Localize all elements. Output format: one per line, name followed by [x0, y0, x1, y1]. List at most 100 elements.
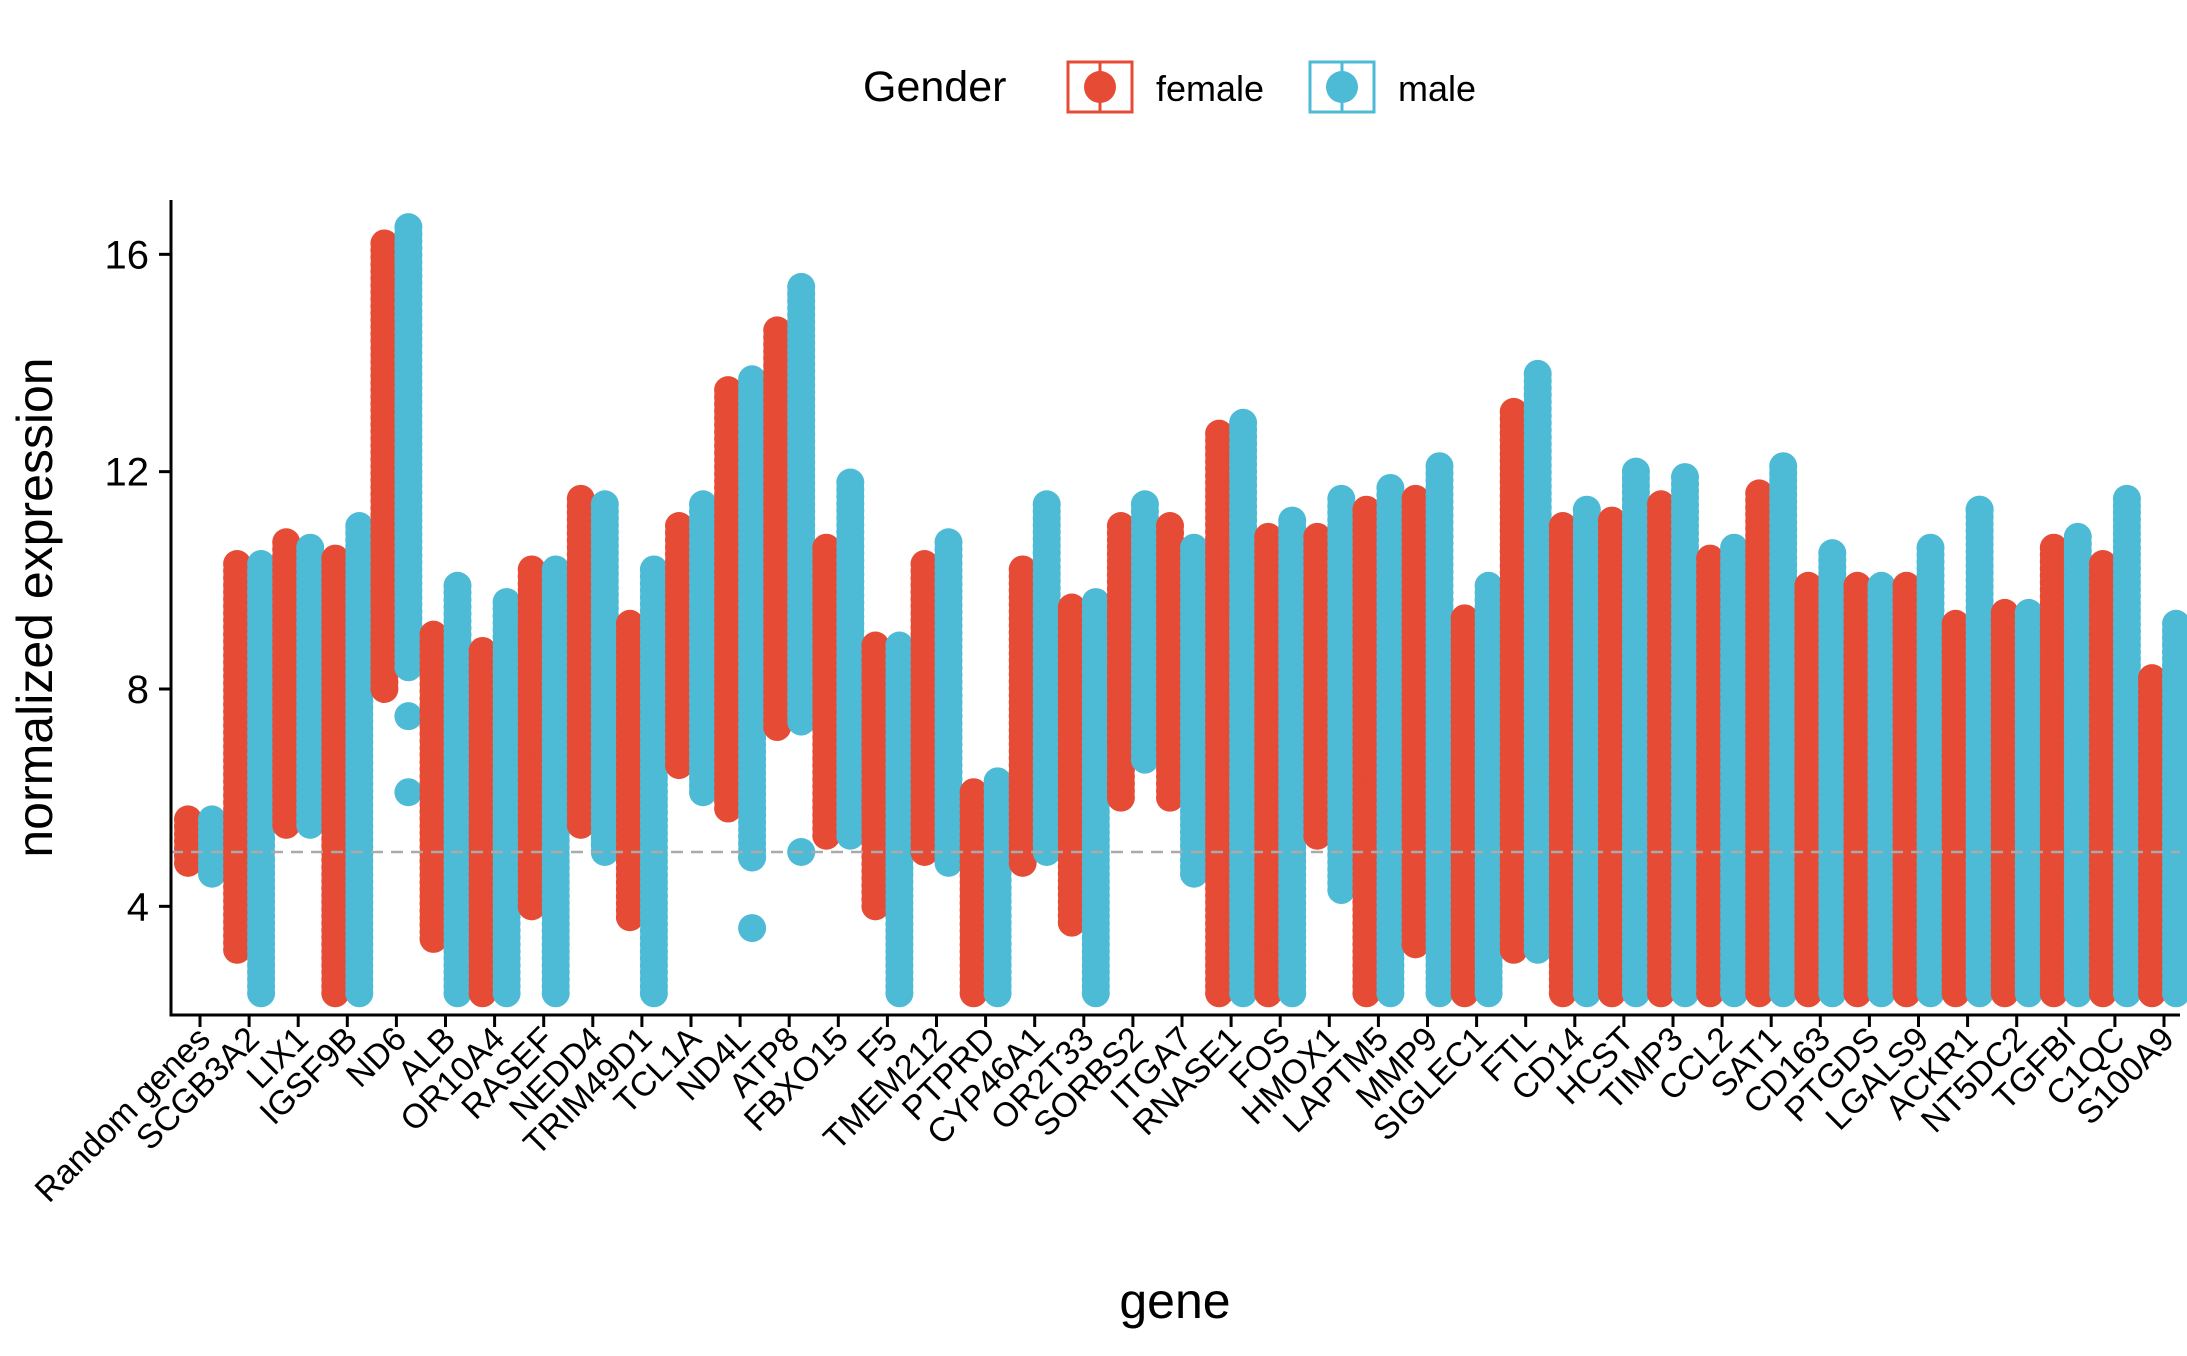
gene-tcl1a-female — [665, 512, 693, 780]
gene-ackr1-male — [1965, 495, 1994, 1008]
legend-key-female — [1066, 60, 1134, 114]
data-point — [910, 838, 939, 866]
data-point — [174, 848, 202, 877]
gene-nd4l-male — [738, 365, 767, 943]
data-point — [1130, 745, 1159, 774]
gene-rnase1-male — [1229, 408, 1258, 1008]
y-tick-label: 16 — [105, 233, 150, 277]
data-point — [714, 794, 743, 823]
gene-itga7-male — [1180, 533, 1208, 888]
data-point — [934, 848, 963, 877]
data-point — [419, 924, 448, 953]
gene-ccl2-female — [1696, 544, 1725, 1008]
data-point — [1818, 979, 1847, 1008]
gene-random-genes-female — [174, 805, 202, 877]
gene-random-genes-male — [198, 805, 226, 888]
data-marks — [174, 213, 2187, 1008]
gene-cyp46a1-female — [1008, 555, 1037, 877]
data-point — [2112, 979, 2141, 1008]
data-point — [247, 979, 276, 1008]
data-point — [1965, 979, 1994, 1008]
legend-key-female-dot — [1084, 71, 1116, 103]
axes — [169, 200, 2180, 1017]
gene-hcst-female — [1597, 506, 1626, 1008]
data-point — [1450, 979, 1479, 1008]
outlier-point — [738, 914, 767, 943]
gene-cyp46a1-male — [1032, 490, 1061, 866]
gene-cd14-female — [1548, 512, 1577, 1008]
gene-ftl-female — [1499, 397, 1528, 964]
data-point — [1696, 979, 1725, 1008]
gene-timp3-female — [1647, 490, 1675, 1008]
data-point — [1303, 821, 1332, 850]
gene-ackr1-female — [1941, 609, 1970, 1008]
data-point — [590, 838, 619, 866]
gene-rasef-female — [517, 555, 546, 921]
outlier-point — [394, 778, 423, 807]
data-point — [1254, 979, 1283, 1008]
gene-hcst-male — [1621, 457, 1650, 1008]
gene-itga7-female — [1156, 512, 1184, 812]
gene-tcl1a-male — [689, 490, 717, 807]
data-point — [223, 935, 252, 964]
data-point — [959, 979, 988, 1008]
gene-trim49d1-female — [615, 609, 644, 932]
gene-nd4l-female — [714, 376, 743, 823]
data-point — [345, 979, 374, 1008]
data-point — [2088, 979, 2117, 1008]
legend-key-male-dot — [1326, 71, 1358, 103]
gene-hmox1-male — [1327, 484, 1356, 905]
data-point — [541, 979, 570, 1008]
data-point — [1205, 979, 1234, 1008]
data-point — [1597, 979, 1626, 1008]
gene-laptm5-female — [1352, 495, 1381, 1008]
gene-nd6-male — [394, 213, 423, 807]
gene-ptprd-female — [959, 778, 988, 1008]
outlier-point — [394, 702, 423, 731]
data-point — [1229, 979, 1258, 1008]
data-point — [1401, 930, 1430, 959]
gene-f5-female — [861, 631, 890, 921]
gene-fbxo15-male — [836, 468, 865, 850]
gene-or10a4-male — [492, 588, 521, 1008]
data-point — [787, 707, 816, 736]
data-point — [1156, 783, 1184, 812]
data-point — [639, 979, 668, 1008]
gene-f5-male — [885, 631, 914, 1008]
data-point — [198, 859, 226, 888]
gene-nedd4-male — [590, 490, 619, 866]
data-point — [296, 810, 325, 839]
data-point — [1769, 979, 1798, 1008]
gene-laptm5-male — [1376, 473, 1405, 1008]
data-point — [1892, 979, 1921, 1008]
gene-timp3-male — [1671, 463, 1699, 1008]
gene-or10a4-female — [468, 636, 497, 1008]
outlier-point — [738, 794, 767, 823]
gene-ptgds-female — [1843, 571, 1872, 1008]
data-point — [443, 979, 472, 1008]
legend: Gender female male — [863, 60, 1476, 114]
data-point — [812, 821, 841, 850]
x-axis-label: gene — [1119, 1273, 1230, 1329]
gene-ftl-male — [1523, 359, 1552, 964]
gene-mmp9-male — [1425, 452, 1454, 1008]
data-point — [861, 892, 890, 921]
data-point — [1327, 876, 1356, 905]
data-point — [2039, 979, 2068, 1008]
data-point — [1008, 848, 1037, 877]
gene-sorbs2-female — [1106, 512, 1135, 812]
gene-tgfbi-male — [2063, 522, 2092, 1008]
gene-tmem212-male — [934, 528, 963, 877]
gene-scgb3a2-male — [247, 550, 276, 1008]
data-point — [615, 903, 644, 932]
outlier-point — [1965, 495, 1994, 524]
gene-lix1-male — [296, 533, 325, 839]
gene-c1qc-male — [2112, 484, 2141, 1008]
gene-scgb3a2-female — [223, 550, 252, 964]
data-point — [1794, 979, 1823, 1008]
data-point — [370, 675, 399, 703]
data-point — [1523, 935, 1552, 964]
data-point — [272, 810, 301, 839]
